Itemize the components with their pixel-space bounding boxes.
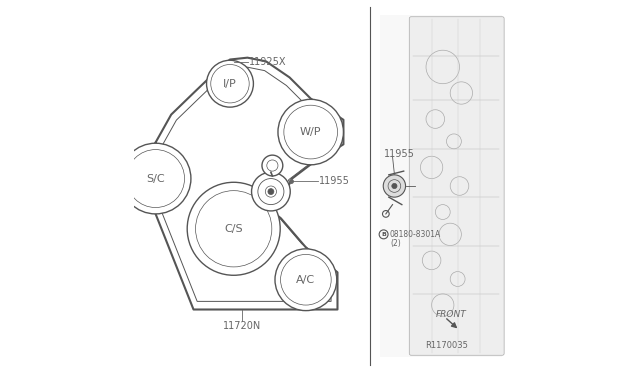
Text: 11955: 11955 — [384, 150, 415, 159]
Circle shape — [262, 155, 283, 176]
Text: (2): (2) — [390, 239, 401, 248]
Circle shape — [252, 172, 290, 211]
FancyBboxPatch shape — [410, 17, 504, 355]
Bar — [380, 15, 502, 357]
Text: FRONT: FRONT — [435, 310, 466, 319]
Text: 11720N: 11720N — [223, 321, 261, 331]
Text: A/C: A/C — [296, 275, 316, 285]
Circle shape — [207, 60, 253, 107]
Circle shape — [275, 249, 337, 311]
Circle shape — [266, 186, 276, 197]
Text: C/S: C/S — [225, 224, 243, 234]
Circle shape — [392, 183, 397, 189]
Circle shape — [278, 99, 344, 165]
Text: 11925X: 11925X — [248, 58, 286, 67]
Circle shape — [120, 143, 191, 214]
Circle shape — [258, 179, 284, 205]
Circle shape — [187, 182, 280, 275]
Text: I/P: I/P — [223, 79, 237, 89]
Text: R1170035: R1170035 — [425, 341, 468, 350]
Text: 11955: 11955 — [319, 176, 349, 186]
Text: B: B — [381, 232, 386, 237]
Circle shape — [268, 189, 274, 195]
Text: W/P: W/P — [300, 127, 321, 137]
Circle shape — [383, 175, 406, 197]
Text: S/C: S/C — [147, 174, 165, 183]
Text: 08180-8301A: 08180-8301A — [389, 230, 440, 239]
